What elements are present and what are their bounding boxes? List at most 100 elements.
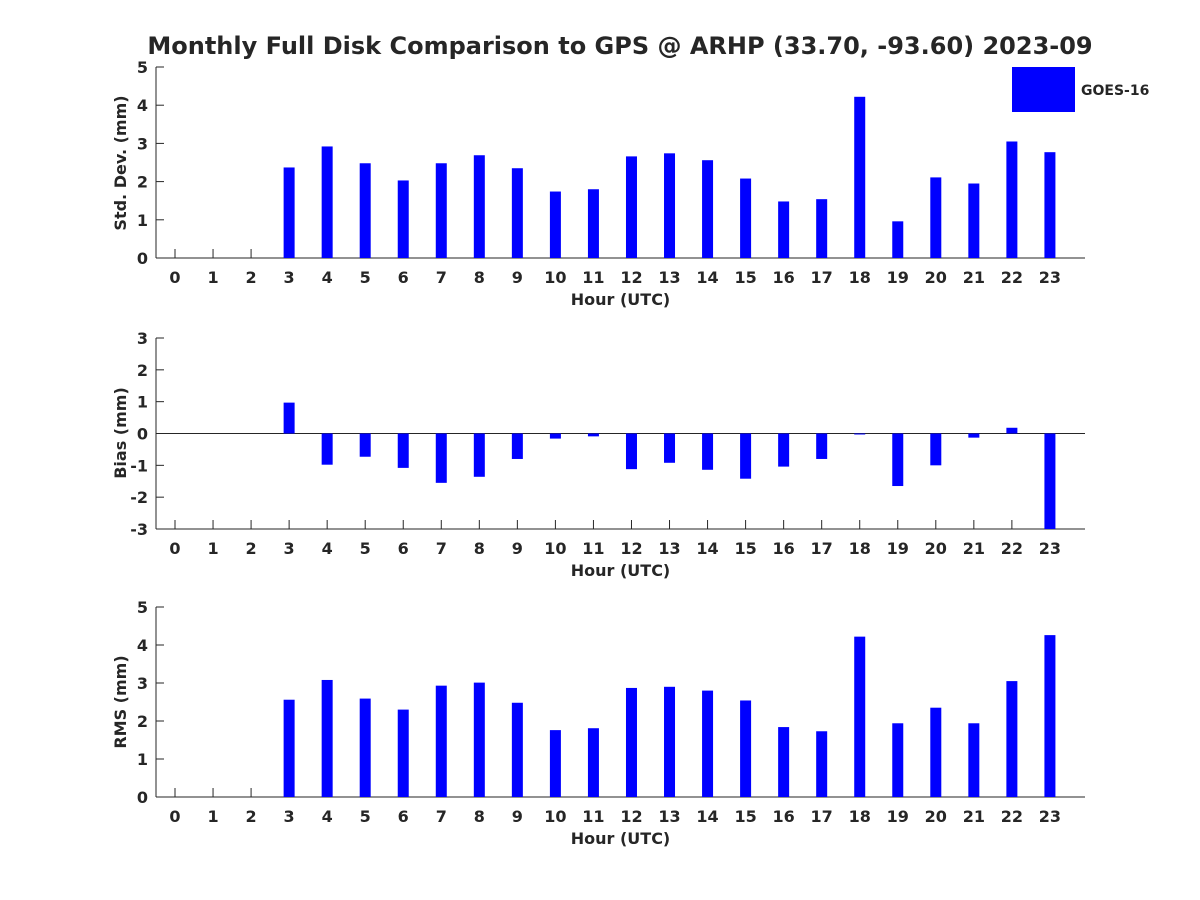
x-tick-label: 22 <box>1001 268 1023 287</box>
bar-hour-21 <box>968 433 980 438</box>
bar-hour-18 <box>854 96 866 259</box>
x-tick-label: 23 <box>1039 807 1061 826</box>
bar-hour-9 <box>511 168 523 258</box>
y-axis-label: Std. Dev. (mm) <box>111 95 130 230</box>
bar-hour-9 <box>511 433 523 459</box>
y-tick-label: 2 <box>137 361 148 380</box>
x-tick-label: 5 <box>360 539 371 558</box>
bar-hour-3 <box>283 699 295 797</box>
x-tick-label: 17 <box>811 539 833 558</box>
bar-hour-5 <box>359 163 371 258</box>
bar-hour-10 <box>549 730 561 797</box>
x-tick-label: 23 <box>1039 268 1061 287</box>
y-axis-label: RMS (mm) <box>111 655 130 748</box>
bar-hour-17 <box>816 433 828 459</box>
bar-hour-15 <box>740 178 752 258</box>
y-tick-label: 5 <box>137 58 148 77</box>
y-tick-label: -1 <box>130 456 148 475</box>
x-tick-label: 1 <box>207 268 218 287</box>
bar-hour-20 <box>930 177 942 258</box>
bar-hour-19 <box>892 723 904 797</box>
y-tick-label: 1 <box>137 211 148 230</box>
bar-hour-6 <box>397 433 409 468</box>
x-tick-label: 17 <box>811 268 833 287</box>
y-tick-label: 4 <box>137 636 148 655</box>
x-tick-label: 3 <box>284 268 295 287</box>
bar-hour-14 <box>702 160 714 258</box>
legend-label: GOES-16 <box>1081 83 1149 99</box>
x-tick-label: 0 <box>169 807 180 826</box>
y-tick-label: 0 <box>137 425 148 444</box>
y-tick-label: 3 <box>137 134 148 153</box>
bar-hour-14 <box>702 433 714 470</box>
x-tick-label: 15 <box>734 539 756 558</box>
x-tick-label: 9 <box>512 807 523 826</box>
y-tick-label: 1 <box>137 750 148 769</box>
bar-hour-5 <box>359 433 371 457</box>
bar-hour-12 <box>625 687 637 797</box>
bar-hour-6 <box>397 709 409 797</box>
x-tick-label: 21 <box>963 539 985 558</box>
x-tick-label: 13 <box>658 268 680 287</box>
bar-hour-7 <box>435 433 447 483</box>
y-tick-label: 0 <box>137 788 148 807</box>
x-tick-label: 1 <box>207 807 218 826</box>
x-tick-label: 7 <box>436 807 447 826</box>
bar-hour-18 <box>854 636 866 797</box>
bar-hour-22 <box>1006 141 1018 258</box>
x-tick-label: 20 <box>925 539 947 558</box>
x-tick-label: 5 <box>360 268 371 287</box>
bar-hour-4 <box>321 679 333 797</box>
x-tick-label: 13 <box>658 539 680 558</box>
x-tick-label: 11 <box>582 539 604 558</box>
bar-hour-10 <box>549 433 561 439</box>
x-tick-label: 2 <box>246 268 257 287</box>
legend-swatch <box>1012 67 1075 112</box>
y-tick-label: 1 <box>137 393 148 412</box>
x-tick-label: 22 <box>1001 807 1023 826</box>
x-tick-label: 8 <box>474 539 485 558</box>
y-tick-label: 2 <box>137 173 148 192</box>
x-tick-label: 18 <box>849 268 871 287</box>
x-tick-label: 12 <box>620 268 642 287</box>
bar-hour-16 <box>778 201 790 258</box>
bar-hour-3 <box>283 167 295 258</box>
bar-hour-7 <box>435 685 447 797</box>
bar-hour-22 <box>1006 681 1018 797</box>
x-tick-label: 1 <box>207 539 218 558</box>
x-tick-label: 14 <box>696 539 718 558</box>
x-tick-label: 20 <box>925 268 947 287</box>
y-tick-label: 5 <box>137 598 148 617</box>
x-tick-label: 8 <box>474 807 485 826</box>
x-tick-label: 11 <box>582 268 604 287</box>
x-tick-label: 19 <box>887 539 909 558</box>
bar-hour-13 <box>664 686 676 797</box>
x-tick-label: 5 <box>360 807 371 826</box>
bar-hour-9 <box>511 702 523 797</box>
x-tick-label: 14 <box>696 268 718 287</box>
y-tick-label: 2 <box>137 712 148 731</box>
x-tick-label: 10 <box>544 807 566 826</box>
bar-hour-11 <box>587 433 599 437</box>
bar-hour-11 <box>587 728 599 797</box>
x-tick-label: 7 <box>436 268 447 287</box>
x-tick-label: 0 <box>169 539 180 558</box>
x-tick-label: 12 <box>620 807 642 826</box>
x-tick-label: 6 <box>398 539 409 558</box>
bar-hour-23 <box>1044 635 1056 797</box>
bar-hour-7 <box>435 163 447 258</box>
bar-hour-16 <box>778 433 790 467</box>
x-tick-label: 7 <box>436 539 447 558</box>
bar-hour-8 <box>473 433 485 477</box>
x-tick-label: 2 <box>246 807 257 826</box>
x-tick-label: 19 <box>887 268 909 287</box>
x-tick-label: 15 <box>734 268 756 287</box>
y-tick-label: -3 <box>130 520 148 539</box>
chart-title: Monthly Full Disk Comparison to GPS @ AR… <box>147 32 1092 60</box>
x-tick-label: 9 <box>512 539 523 558</box>
x-tick-label: 18 <box>849 539 871 558</box>
x-tick-label: 10 <box>544 268 566 287</box>
bar-hour-4 <box>321 433 333 465</box>
